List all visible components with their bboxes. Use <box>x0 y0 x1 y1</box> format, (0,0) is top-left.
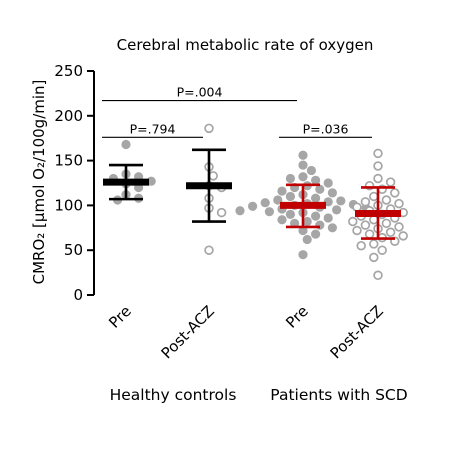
data-point <box>298 160 308 170</box>
group-label: Patients with SCD <box>270 386 407 404</box>
data-point <box>298 250 308 260</box>
y-tick-label: 200 <box>54 107 83 125</box>
data-point <box>360 220 371 230</box>
x-category-label: Pre <box>282 302 312 332</box>
data-point <box>352 225 362 236</box>
data-point <box>332 205 342 215</box>
data-point <box>373 161 383 171</box>
x-category-label: Post-ACZ <box>158 302 218 362</box>
data-point <box>398 231 408 241</box>
data-point <box>381 195 392 205</box>
data-point <box>327 223 337 233</box>
data-point <box>385 177 396 187</box>
data-point <box>315 220 325 230</box>
comparisons: P=.004 P=.794 P=.036 <box>102 85 372 138</box>
data-point <box>369 252 379 263</box>
data-point <box>394 198 404 209</box>
y-tick-label: 0 <box>73 286 83 304</box>
y-tick-label: 150 <box>54 152 83 170</box>
data-point <box>381 218 392 229</box>
data-point <box>302 216 312 227</box>
data-point <box>369 214 379 225</box>
data-point <box>369 191 379 202</box>
data-point <box>369 239 379 249</box>
group-label: Healthy controls <box>110 386 237 404</box>
data-point <box>311 175 321 185</box>
data-point <box>302 234 312 245</box>
data-point <box>204 245 214 255</box>
data-point <box>277 186 287 196</box>
data-point <box>311 193 321 203</box>
data-point <box>315 184 325 194</box>
comparison-p-value: P=.036 <box>303 121 349 136</box>
data-points <box>108 123 408 281</box>
data-point <box>390 188 400 198</box>
data-point <box>216 207 227 218</box>
x-category-label: Post-ACZ <box>327 302 387 362</box>
y-ticks: 0 50 100 150 200 250 <box>54 62 94 304</box>
data-point <box>348 216 358 227</box>
data-point <box>323 178 333 188</box>
data-point <box>336 196 346 206</box>
data-point <box>356 240 366 251</box>
data-point <box>260 198 270 208</box>
data-point <box>285 173 295 184</box>
data-point <box>285 191 295 202</box>
data-point <box>373 148 383 159</box>
data-point <box>394 222 404 232</box>
data-point <box>311 229 321 239</box>
data-point <box>306 165 316 176</box>
comparison-p-value: P=.004 <box>177 85 223 100</box>
data-point <box>248 201 258 211</box>
data-point <box>377 245 387 255</box>
group-labels: Healthy controls Patients with SCD <box>110 386 408 404</box>
data-point <box>298 150 308 160</box>
data-point <box>298 172 308 182</box>
data-point <box>352 202 362 212</box>
y-axis-label: CMRO₂ [μmol O₂/100g/min] <box>30 80 48 285</box>
data-point <box>208 171 218 181</box>
data-point <box>323 213 333 223</box>
y-tick-label: 100 <box>54 196 83 214</box>
data-point <box>264 207 274 217</box>
data-point <box>285 209 295 219</box>
data-point <box>277 215 287 225</box>
x-category-labels: Pre Post-ACZ Pre Post-ACZ <box>105 302 387 362</box>
data-point <box>121 139 131 150</box>
data-point <box>235 206 245 216</box>
data-point <box>204 123 214 134</box>
comparison-p-value: P=.794 <box>130 121 176 136</box>
x-category-label: Pre <box>105 302 135 332</box>
data-point <box>360 197 371 207</box>
chart-title: Cerebral metabolic rate of oxygen <box>117 36 374 54</box>
data-point <box>373 173 383 184</box>
y-tick-label: 250 <box>54 62 83 80</box>
data-point <box>364 229 375 239</box>
data-point <box>311 211 321 221</box>
y-axis-label-group: CMRO₂ [μmol O₂/100g/min] <box>30 80 48 285</box>
data-point <box>373 270 383 281</box>
data-point <box>385 227 396 238</box>
mean-sd-bars <box>103 148 401 240</box>
data-point <box>327 188 337 198</box>
y-tick-label: 50 <box>64 241 83 259</box>
